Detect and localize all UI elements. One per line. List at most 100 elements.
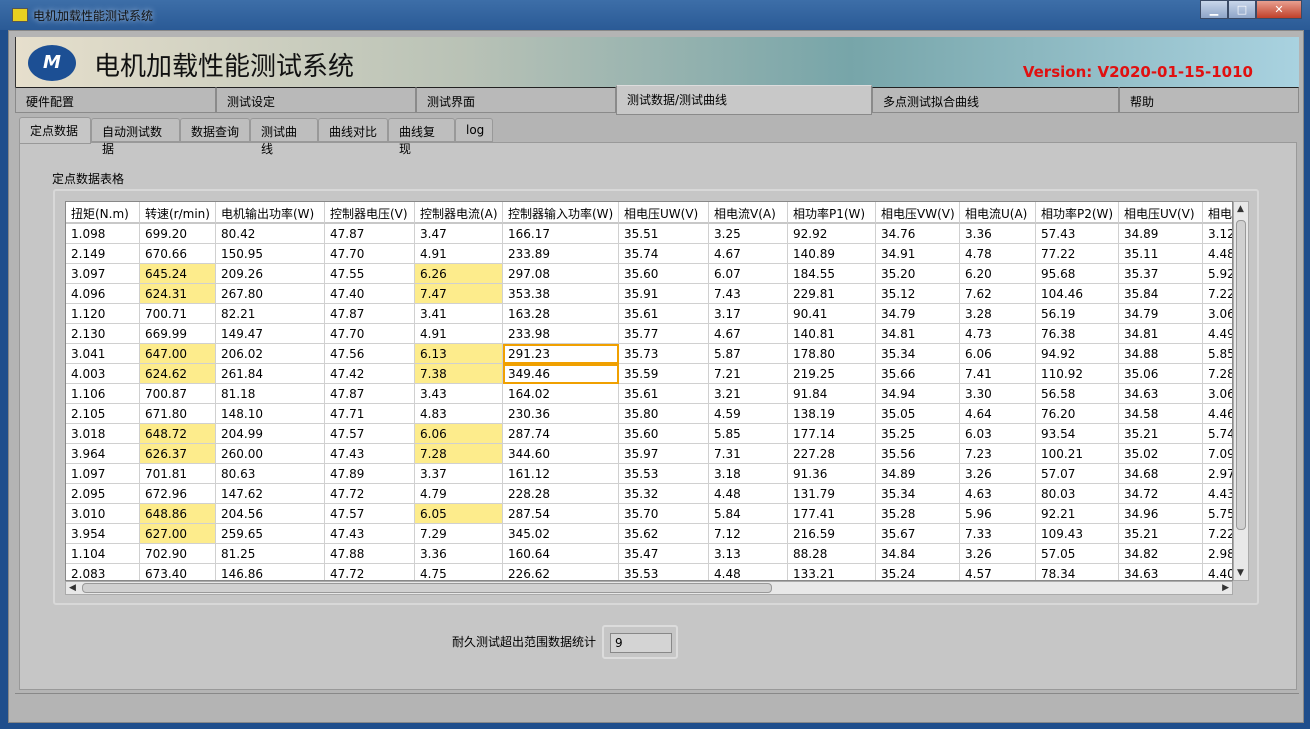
table-cell[interactable]: 35.60 [619,264,709,284]
table-cell[interactable]: 4.64 [960,404,1036,424]
table-cell[interactable]: 109.43 [1036,524,1119,544]
table-cell[interactable]: 349.46 [503,364,619,384]
table-cell[interactable]: 146.86 [216,564,325,580]
table-cell[interactable]: 5.85 [1203,344,1232,364]
table-cell[interactable]: 670.66 [140,244,216,264]
table-cell[interactable]: 3.964 [66,444,140,464]
table-cell[interactable]: 47.70 [325,324,415,344]
table-cell[interactable]: 287.54 [503,504,619,524]
table-cell[interactable]: 35.24 [876,564,960,580]
column-header[interactable]: 相功率P2(W) [1036,202,1119,224]
table-cell[interactable]: 7.41 [960,364,1036,384]
column-header[interactable]: 相电压UW(V) [619,202,709,224]
table-cell[interactable]: 76.20 [1036,404,1119,424]
table-cell[interactable]: 163.28 [503,304,619,324]
horizontal-scroll-thumb[interactable] [82,583,772,593]
tab-sub-5[interactable]: 曲线复现 [388,118,455,156]
table-cell[interactable]: 4.78 [960,244,1036,264]
table-cell[interactable]: 56.58 [1036,384,1119,404]
column-header[interactable]: 相电流V(A) [709,202,788,224]
table-cell[interactable]: 76.38 [1036,324,1119,344]
table-cell[interactable]: 47.43 [325,444,415,464]
table-cell[interactable]: 7.21 [709,364,788,384]
table-cell[interactable]: 57.43 [1036,224,1119,244]
table-cell[interactable]: 3.30 [960,384,1036,404]
table-cell[interactable]: 700.87 [140,384,216,404]
table-cell[interactable]: 150.95 [216,244,325,264]
table-cell[interactable]: 3.36 [415,544,503,564]
table-cell[interactable]: 624.31 [140,284,216,304]
table-cell[interactable]: 35.51 [619,224,709,244]
table-cell[interactable]: 672.96 [140,484,216,504]
table-cell[interactable]: 1.120 [66,304,140,324]
table-cell[interactable]: 35.84 [1119,284,1203,304]
data-table[interactable]: 扭矩(N.m) 转速(r/min) 电机输出功率(W) 控制器电压(V) 控制器电流(A… [65,201,1233,581]
table-cell[interactable]: 4.67 [709,324,788,344]
table-cell[interactable]: 226.62 [503,564,619,580]
table-cell[interactable]: 626.37 [140,444,216,464]
tab-sub-2[interactable]: 数据查询 [180,118,250,142]
table-cell[interactable]: 216.59 [788,524,876,544]
table-cell[interactable]: 2.083 [66,564,140,580]
table-cell[interactable]: 34.76 [876,224,960,244]
table-cell[interactable]: 35.91 [619,284,709,304]
table-cell[interactable]: 3.21 [709,384,788,404]
table-cell[interactable]: 88.28 [788,544,876,564]
table-cell[interactable]: 93.54 [1036,424,1119,444]
table-cell[interactable]: 1.104 [66,544,140,564]
table-cell[interactable]: 3.954 [66,524,140,544]
table-cell[interactable]: 648.72 [140,424,216,444]
table-cell[interactable]: 2.98 [1203,544,1232,564]
table-cell[interactable]: 7.23 [960,444,1036,464]
table-cell[interactable]: 7.29 [415,524,503,544]
table-cell[interactable]: 3.28 [960,304,1036,324]
table-cell[interactable]: 344.60 [503,444,619,464]
table-cell[interactable]: 34.79 [1119,304,1203,324]
table-cell[interactable]: 267.80 [216,284,325,304]
table-cell[interactable]: 81.18 [216,384,325,404]
table-cell[interactable]: 7.22 [1203,524,1232,544]
table-cell[interactable]: 219.25 [788,364,876,384]
table-cell[interactable]: 5.84 [709,504,788,524]
table-cell[interactable]: 233.89 [503,244,619,264]
table-cell[interactable]: 3.26 [960,464,1036,484]
table-cell[interactable]: 4.003 [66,364,140,384]
table-cell[interactable]: 702.90 [140,544,216,564]
table-cell[interactable]: 164.02 [503,384,619,404]
table-cell[interactable]: 35.32 [619,484,709,504]
tab-sub-4[interactable]: 曲线对比 [318,118,388,142]
table-cell[interactable]: 184.55 [788,264,876,284]
table-cell[interactable]: 233.98 [503,324,619,344]
table-cell[interactable]: 77.22 [1036,244,1119,264]
table-cell[interactable]: 35.53 [619,564,709,580]
tab-main-0[interactable]: 硬件配置 [15,87,216,113]
table-cell[interactable]: 3.25 [709,224,788,244]
table-cell[interactable]: 6.07 [709,264,788,284]
table-cell[interactable]: 133.21 [788,564,876,580]
table-cell[interactable]: 3.43 [415,384,503,404]
table-cell[interactable]: 228.28 [503,484,619,504]
table-cell[interactable]: 353.38 [503,284,619,304]
table-cell[interactable]: 673.40 [140,564,216,580]
table-cell[interactable]: 7.31 [709,444,788,464]
table-cell[interactable]: 35.11 [1119,244,1203,264]
table-cell[interactable]: 4.59 [709,404,788,424]
table-cell[interactable]: 35.62 [619,524,709,544]
table-cell[interactable]: 34.88 [1119,344,1203,364]
table-cell[interactable]: 34.91 [876,244,960,264]
tab-main-2[interactable]: 测试界面 [416,87,616,113]
table-cell[interactable]: 131.79 [788,484,876,504]
table-cell[interactable]: 35.61 [619,304,709,324]
table-cell[interactable]: 297.08 [503,264,619,284]
table-cell[interactable]: 7.47 [415,284,503,304]
table-cell[interactable]: 3.17 [709,304,788,324]
table-cell[interactable]: 3.041 [66,344,140,364]
table-cell[interactable]: 91.84 [788,384,876,404]
table-cell[interactable]: 34.68 [1119,464,1203,484]
table-cell[interactable]: 2.095 [66,484,140,504]
table-cell[interactable]: 47.89 [325,464,415,484]
column-header[interactable]: 转速(r/min) [140,202,216,224]
table-cell[interactable]: 47.72 [325,564,415,580]
table-cell[interactable]: 6.26 [415,264,503,284]
table-cell[interactable]: 3.010 [66,504,140,524]
